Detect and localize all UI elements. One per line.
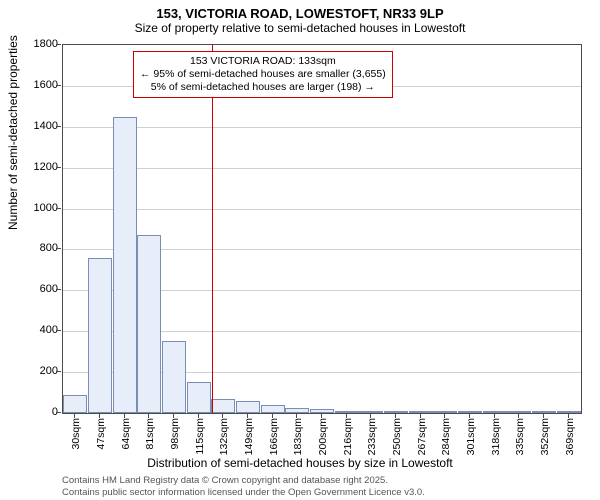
y-tick-label: 400 xyxy=(18,324,58,336)
callout-box: 153 VICTORIA ROAD: 133sqm← 95% of semi-d… xyxy=(133,51,393,98)
x-tick-label: 335sqm xyxy=(514,418,526,455)
histogram-bar xyxy=(483,411,507,413)
chart-subtitle: Size of property relative to semi-detach… xyxy=(0,21,600,39)
y-ticks: 020040060080010001200140016001800 xyxy=(16,44,60,414)
y-tick-label: 1200 xyxy=(18,161,58,173)
histogram-bar xyxy=(187,382,211,413)
x-tick-label: 301sqm xyxy=(465,418,477,455)
footer-attribution: Contains HM Land Registry data © Crown c… xyxy=(62,475,425,498)
x-tick-label: 183sqm xyxy=(292,418,304,455)
x-tick-label: 352sqm xyxy=(539,418,551,455)
y-tick-label: 600 xyxy=(18,283,58,295)
y-tick-label: 0 xyxy=(18,406,58,418)
callout-line-2: ← 95% of semi-detached houses are smalle… xyxy=(140,68,386,81)
x-tick-label: 166sqm xyxy=(268,418,280,455)
x-tick-label: 233sqm xyxy=(366,418,378,455)
x-tick-label: 132sqm xyxy=(218,418,230,455)
x-tick-label: 81sqm xyxy=(144,418,156,450)
chart-container: 153, VICTORIA ROAD, LOWESTOFT, NR33 9LP … xyxy=(0,0,600,500)
x-tick-label: 149sqm xyxy=(243,418,255,455)
histogram-bar xyxy=(211,399,235,413)
x-tick-label: 64sqm xyxy=(120,418,132,450)
histogram-bar xyxy=(113,117,137,413)
marker-line xyxy=(212,45,213,413)
x-tick-label: 115sqm xyxy=(194,418,206,455)
x-tick-label: 267sqm xyxy=(416,418,428,455)
histogram-bar xyxy=(88,258,112,413)
y-tick-label: 1800 xyxy=(18,38,58,50)
callout-line-3: 5% of semi-detached houses are larger (1… xyxy=(140,81,386,94)
x-tick-label: 200sqm xyxy=(317,418,329,455)
x-tick-label: 47sqm xyxy=(95,418,107,450)
y-tick-label: 1600 xyxy=(18,79,58,91)
plot-area: 153 VICTORIA ROAD: 133sqm← 95% of semi-d… xyxy=(62,44,582,414)
chart-title: 153, VICTORIA ROAD, LOWESTOFT, NR33 9LP xyxy=(0,0,600,21)
x-tick-label: 284sqm xyxy=(440,418,452,455)
y-tick-label: 800 xyxy=(18,242,58,254)
x-tick-label: 318sqm xyxy=(490,418,502,455)
y-tick-label: 1400 xyxy=(18,120,58,132)
y-tick-label: 1000 xyxy=(18,202,58,214)
plot-area-wrap: 153 VICTORIA ROAD: 133sqm← 95% of semi-d… xyxy=(62,44,582,414)
x-tick-label: 369sqm xyxy=(564,418,576,455)
x-tick-label: 98sqm xyxy=(169,418,181,450)
x-axis-label: Distribution of semi-detached houses by … xyxy=(0,456,600,470)
histogram-bar xyxy=(162,341,186,413)
x-tick-label: 30sqm xyxy=(70,418,82,450)
histogram-bar xyxy=(236,401,260,413)
footer-line-1: Contains HM Land Registry data © Crown c… xyxy=(62,475,425,486)
histogram-bar xyxy=(557,411,581,413)
y-tick-label: 200 xyxy=(18,365,58,377)
histogram-bar xyxy=(261,405,285,413)
x-tick-label: 250sqm xyxy=(391,418,403,455)
histogram-bar xyxy=(409,411,433,413)
histogram-bar xyxy=(63,395,87,413)
x-tick-label: 216sqm xyxy=(342,418,354,455)
histogram-bar xyxy=(335,411,359,413)
histogram-bar xyxy=(137,235,161,413)
callout-line-1: 153 VICTORIA ROAD: 133sqm xyxy=(140,55,386,68)
footer-line-2: Contains public sector information licen… xyxy=(62,487,425,498)
